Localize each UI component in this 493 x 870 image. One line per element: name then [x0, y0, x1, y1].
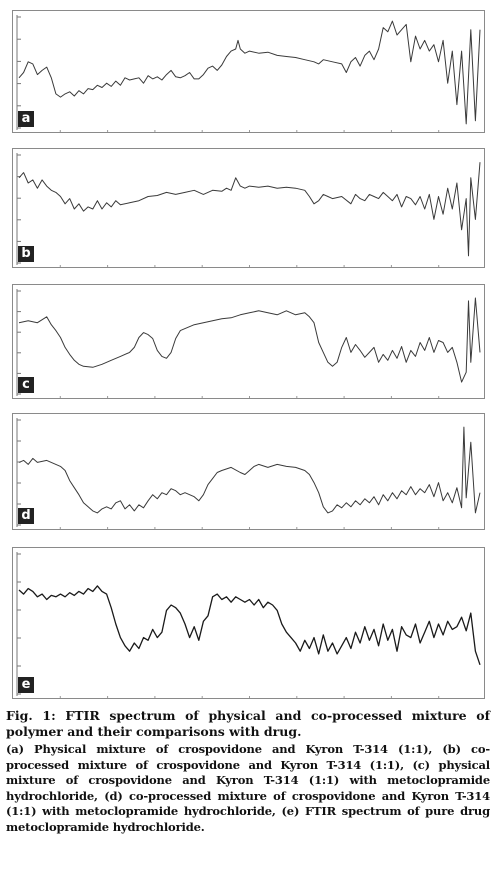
spectrum-a-plot	[16, 15, 481, 132]
panel-label-e: e	[18, 677, 34, 693]
chart-panel-b: b	[12, 148, 485, 268]
spectrum-b-line	[18, 162, 481, 257]
chart-panel-c: c	[12, 284, 485, 399]
spectrum-d-line	[18, 426, 481, 514]
chart-panel-d: d	[12, 413, 485, 530]
spectrum-c-line	[18, 297, 481, 383]
chart-panel-a: a	[12, 10, 485, 133]
panel-label-b: b	[18, 246, 34, 262]
chart-panel-e: e	[12, 547, 485, 699]
panel-label-a: a	[18, 111, 34, 127]
spectrum-b-plot	[16, 153, 481, 267]
caption-description: (a) Physical mixture of crospovidone and…	[6, 742, 490, 834]
spectrum-e-plot	[16, 552, 481, 698]
spectrum-e-line	[18, 585, 481, 666]
figure-caption: Fig. 1: FTIR spectrum of physical and co…	[6, 708, 490, 835]
spectrum-d-plot	[16, 418, 481, 529]
caption-title: Fig. 1: FTIR spectrum of physical and co…	[6, 708, 490, 739]
spectrum-c-plot	[16, 289, 481, 398]
panel-label-d: d	[18, 508, 34, 524]
spectrum-a-line	[18, 20, 481, 125]
panel-label-c: c	[18, 377, 34, 393]
